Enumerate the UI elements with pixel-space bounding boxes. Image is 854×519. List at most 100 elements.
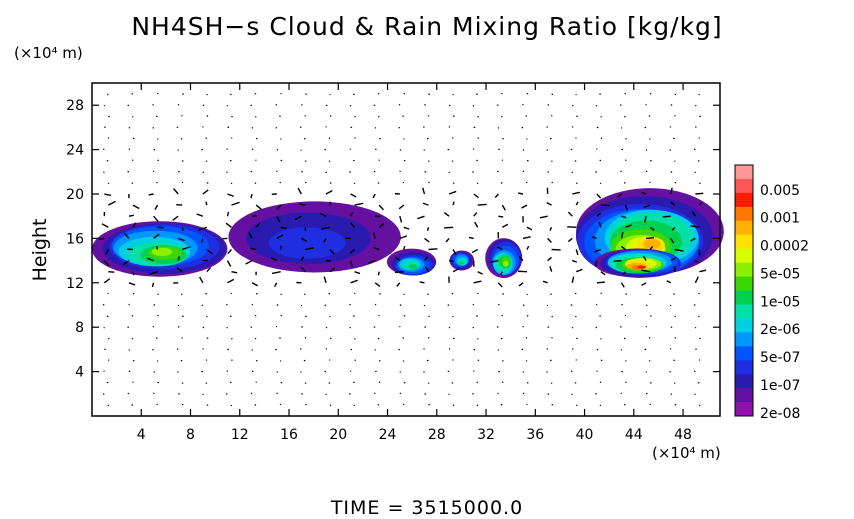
wind-vector-294	[354, 359, 357, 362]
wind-vector-678	[666, 280, 672, 284]
wind-vector-538	[549, 226, 553, 231]
wind-vector-602	[599, 159, 602, 162]
wind-vector-307	[349, 211, 354, 217]
wind-vector-188	[250, 247, 257, 251]
wind-vector-356	[403, 314, 406, 317]
wind-vector-296	[354, 338, 356, 340]
y-tick-label-3: 16	[66, 231, 84, 247]
wind-vector-189	[248, 232, 253, 239]
wind-vector-547	[546, 126, 548, 128]
wind-vector-433	[448, 104, 451, 107]
wind-vector-3	[103, 370, 105, 372]
wind-vector-376	[403, 92, 406, 95]
wind-vector-228	[275, 126, 278, 129]
wind-vector-85	[152, 103, 154, 106]
colorbar-swatch-15	[735, 374, 753, 389]
wind-vector-280	[325, 190, 333, 195]
wind-vector-685	[670, 201, 676, 206]
wind-vector-337	[378, 204, 384, 211]
wind-vector-192	[255, 204, 262, 210]
wind-vector-389	[424, 266, 430, 273]
wind-vector-411	[448, 348, 451, 350]
wind-vector-482	[501, 204, 506, 211]
wind-vector-670	[669, 371, 671, 373]
wind-vector-125	[201, 304, 204, 307]
wind-vector-468	[502, 360, 504, 362]
wind-vector-631	[624, 159, 627, 161]
wind-vector-313	[349, 148, 352, 150]
wind-vector-111	[180, 137, 183, 140]
wind-vector-171	[231, 115, 233, 118]
wind-vector-630	[620, 170, 622, 173]
wind-vector-49	[131, 182, 134, 185]
wind-vector-120	[205, 359, 208, 361]
wind-vector-435	[476, 404, 479, 407]
wind-vector-202	[254, 92, 257, 95]
wind-vector-388	[419, 281, 425, 284]
wind-vector-657	[641, 191, 647, 195]
wind-vector-476	[500, 271, 503, 276]
wind-vector-506	[518, 256, 524, 262]
wind-vector-44	[123, 232, 130, 239]
wind-vector-173	[229, 93, 232, 96]
wind-vector-193	[250, 193, 253, 199]
wind-vector-297	[349, 326, 352, 329]
wind-vector-595	[592, 236, 598, 240]
wind-vector-475	[497, 282, 503, 288]
wind-vector-523	[547, 393, 550, 395]
wind-vector-278	[320, 212, 327, 217]
wind-vector-392	[424, 237, 430, 243]
wind-vector-303	[349, 260, 353, 267]
wind-vector-459	[477, 137, 480, 139]
wind-vector-397	[428, 181, 430, 184]
wind-vector-437	[476, 381, 479, 384]
x-tick-label-0: 4	[137, 427, 146, 443]
wind-vector-197	[251, 148, 254, 151]
wind-vector-628	[617, 193, 622, 198]
wind-vector-540	[546, 202, 552, 206]
wind-vector-576	[571, 126, 574, 128]
wind-vector-331	[377, 271, 380, 276]
wind-vector-168	[226, 148, 228, 150]
x-tick-label-7: 32	[477, 427, 495, 443]
wind-vector-135	[202, 189, 209, 195]
wind-vector-707	[694, 276, 699, 284]
wind-vector-69	[151, 282, 155, 288]
wind-vector-361	[394, 256, 401, 262]
wind-vector-650	[641, 269, 651, 273]
wind-vector-494	[522, 392, 525, 395]
wind-vector-114	[177, 103, 180, 106]
wind-vector-565	[575, 249, 579, 256]
wind-vector-65	[152, 325, 155, 328]
wind-vector-391	[428, 248, 438, 251]
wind-vector-659	[645, 170, 648, 173]
wind-vector-137	[202, 171, 205, 174]
wind-vector-533	[542, 280, 548, 284]
wind-vector-308	[354, 202, 364, 206]
wind-vector-568	[567, 211, 573, 217]
wind-vector-247	[301, 237, 308, 242]
wind-vector-199	[251, 127, 254, 129]
colorbar-swatch-12	[735, 332, 753, 347]
colorbar-swatch-7	[735, 262, 753, 277]
colorbar-label-5: 2e-06	[760, 322, 800, 338]
wind-vector-569	[575, 201, 579, 206]
wind-vector-71	[147, 257, 154, 262]
wind-vector-499	[525, 337, 528, 339]
wind-vector-716	[699, 182, 701, 185]
wind-vector-334	[372, 232, 376, 239]
wind-vector-446	[473, 280, 482, 284]
wind-vector-621	[622, 271, 627, 276]
colorbar-swatch-17	[735, 402, 753, 417]
wind-vector-513	[525, 181, 528, 184]
x-tick-label-1: 8	[186, 427, 195, 443]
wind-vector-142	[206, 115, 209, 117]
wind-vector-387	[427, 293, 429, 296]
wind-vector-400	[423, 149, 425, 151]
wind-vector-590	[600, 292, 603, 295]
wind-vector-521	[526, 92, 529, 95]
wind-vector-99	[176, 266, 183, 273]
colorbar-swatch-16	[735, 388, 753, 403]
wind-vector-19	[104, 193, 112, 197]
wind-vector-101	[181, 246, 191, 251]
